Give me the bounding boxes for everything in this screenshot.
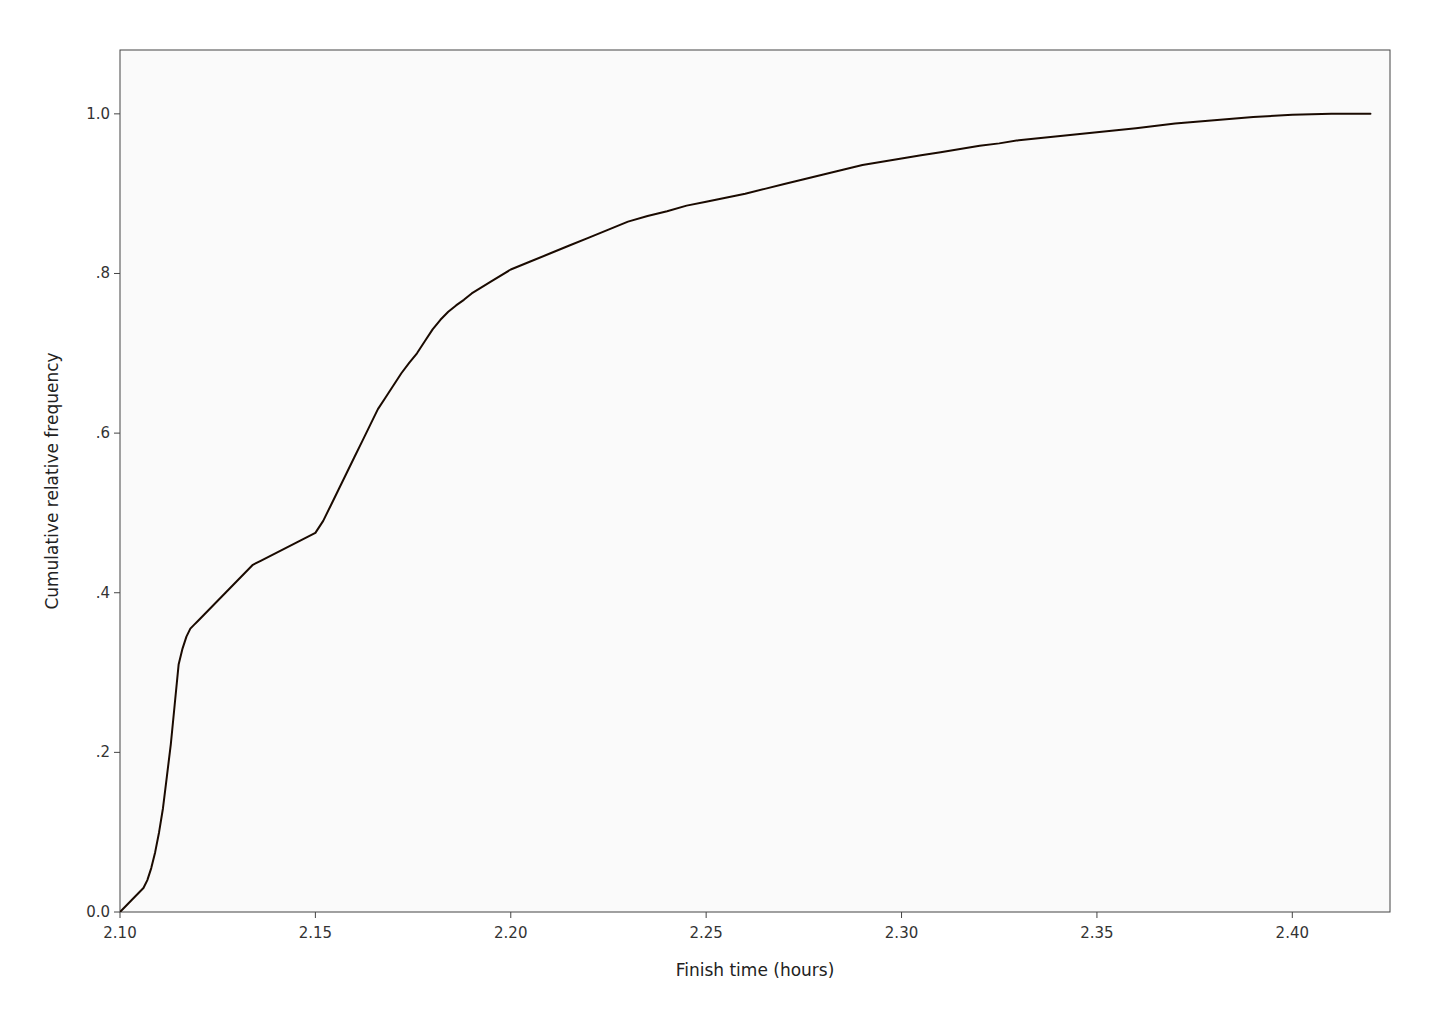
- y-tick-label: .4: [96, 584, 110, 602]
- plot-area: [120, 50, 1390, 912]
- x-tick-label: 2.25: [689, 924, 722, 942]
- x-tick-label: 2.20: [494, 924, 527, 942]
- x-axis-label: Finish time (hours): [676, 960, 835, 980]
- x-tick-label: 2.35: [1080, 924, 1113, 942]
- x-tick: [120, 912, 121, 918]
- x-tick-label: 2.10: [103, 924, 136, 942]
- curve: [120, 114, 1370, 912]
- y-tick: [114, 273, 120, 274]
- y-axis-label: Cumulative relative frequency: [42, 352, 62, 609]
- y-tick-label: .2: [96, 743, 110, 761]
- y-tick: [114, 912, 120, 913]
- axes: 2.10 2.15 2.20 2.25 2.30 2.35 2.40 0.0 .2 .4 .6 .8 1…: [42, 50, 1390, 980]
- plot-frame: [120, 50, 1390, 912]
- y-tick: [114, 592, 120, 593]
- x-tick: [510, 912, 511, 918]
- y-tick-label: 1.0: [86, 105, 110, 123]
- page: {"chart_data": { "type": "line", "xlabel…: [0, 0, 1440, 1022]
- x-tick: [1096, 912, 1097, 918]
- y-tick-label: 0.0: [86, 903, 110, 921]
- y-tick: [114, 752, 120, 753]
- x-tick: [901, 912, 902, 918]
- y-tick-label: .8: [96, 264, 110, 282]
- chart: 2.10 2.15 2.20 2.25 2.30 2.35 2.40 0.0 .2 .4 .6 .8 1…: [0, 0, 1440, 1022]
- y-tick-label: .6: [96, 424, 110, 442]
- y-tick: [114, 433, 120, 434]
- plot-data: [120, 114, 1370, 912]
- x-tick-label: 2.40: [1276, 924, 1309, 942]
- y-tick: [114, 113, 120, 114]
- x-tick: [706, 912, 707, 918]
- x-tick-label: 2.30: [885, 924, 918, 942]
- x-tick: [315, 912, 316, 918]
- x-tick-label: 2.15: [299, 924, 332, 942]
- x-tick: [1292, 912, 1293, 918]
